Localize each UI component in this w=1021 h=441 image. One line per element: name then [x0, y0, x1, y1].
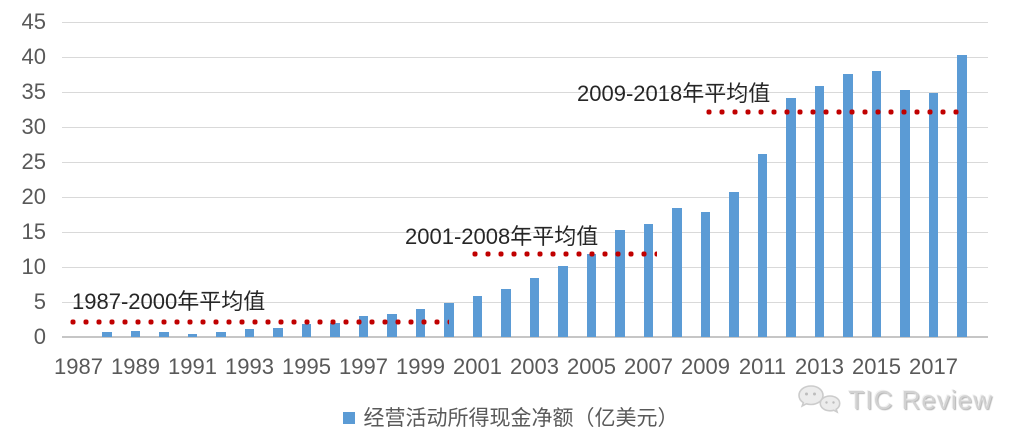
y-axis-tick-label: 15 [21, 219, 46, 244]
x-axis-tick-label-2015: 2015 [852, 354, 901, 379]
gridline-30 [62, 127, 988, 128]
bar-2008 [672, 208, 682, 337]
bar-2013 [814, 86, 825, 337]
gridline-5 [62, 302, 988, 303]
bar-2016 [900, 90, 910, 337]
y-axis-tick-label: 5 [33, 289, 46, 314]
legend-series-label: 经营活动所得现金净额（亿美元） [363, 407, 679, 430]
gridline-45 [62, 22, 988, 23]
bar-2002 [501, 289, 511, 337]
bar-1994 [273, 328, 283, 337]
gridline-40 [62, 57, 988, 58]
x-axis-tick-label-2017: 2017 [909, 354, 958, 379]
watermark-text: TIC Review [848, 384, 993, 415]
gridline-25 [62, 162, 988, 163]
bar-1995 [301, 324, 312, 337]
bar-1993 [244, 329, 255, 337]
legend-color-swatch [342, 412, 355, 424]
x-axis-tick-label-1999: 1999 [396, 354, 445, 379]
x-axis-tick-label-2011: 2011 [738, 354, 787, 379]
x-axis-tick-label-1989: 1989 [111, 354, 160, 379]
x-axis-tick-label-1997: 1997 [339, 354, 388, 379]
legend: 经营活动所得现金净额（亿美元） [0, 402, 1021, 432]
gridline-35 [62, 92, 988, 93]
annotation-1987-2000-average: 1987-2000年平均值 [72, 289, 266, 314]
average-dotted-line-1987-2000 [69, 318, 449, 325]
x-axis-tick-label-2013: 2013 [795, 354, 844, 379]
watermark: TIC Review [797, 384, 993, 416]
average-dotted-line-2009-2018 [705, 109, 962, 116]
gridline-20 [62, 197, 988, 198]
bar-2009 [700, 212, 711, 337]
y-axis-tick-label: 35 [21, 79, 46, 104]
bar-1997 [358, 316, 369, 337]
x-axis-tick-label-1987: 1987 [54, 354, 103, 379]
gridline-15 [62, 232, 988, 233]
x-axis-tick-label-1995: 1995 [282, 354, 331, 379]
bar-1989 [130, 331, 141, 337]
bar-2014 [843, 74, 853, 337]
x-axis-tick-label-2007: 2007 [624, 354, 673, 379]
bar-2010 [729, 192, 739, 337]
x-axis-tick-label-2001: 2001 [453, 354, 502, 379]
bar-1990 [159, 332, 169, 337]
bar-1998 [387, 314, 397, 337]
average-dotted-line-2001-2008 [471, 250, 658, 257]
y-axis-tick-label: 30 [21, 114, 46, 139]
y-axis-tick-label: 45 [21, 9, 46, 34]
x-axis-tick-label-1991: 1991 [168, 354, 217, 379]
bar-2015 [871, 71, 882, 337]
bar-2003 [529, 278, 540, 337]
bar-2004 [558, 266, 568, 337]
annotation-2009-2018-average: 2009-2018年平均值 [577, 81, 771, 106]
y-axis-tick-label: 25 [21, 149, 46, 174]
x-axis-tick-label-1993: 1993 [225, 354, 274, 379]
bar-1988 [102, 332, 112, 337]
y-axis-tick-label: 0 [33, 324, 46, 349]
y-axis-tick-label: 40 [21, 44, 46, 69]
bar-1996 [330, 323, 340, 337]
bar-2017 [928, 93, 939, 337]
x-axis-tick-label-2003: 2003 [510, 354, 559, 379]
bar-2011 [757, 154, 768, 337]
bar-2018 [957, 55, 967, 337]
bar-2005 [586, 254, 597, 337]
annotation-2001-2008-average: 2001-2008年平均值 [405, 224, 599, 249]
bar-1992 [216, 332, 226, 337]
bar-2001 [472, 296, 483, 337]
x-axis-tick-label-2005: 2005 [567, 354, 616, 379]
x-axis-tick-label-2009: 2009 [681, 354, 730, 379]
y-axis-tick-label: 20 [21, 184, 46, 209]
bar-1991 [187, 334, 198, 337]
wechat-bubbles-icon [797, 384, 841, 416]
bar-2012 [786, 98, 796, 337]
y-axis-tick-label: 10 [21, 254, 46, 279]
bar-2000 [444, 303, 454, 337]
bar-2006 [615, 230, 625, 337]
gridline-10 [62, 267, 988, 268]
x-axis-line [62, 336, 988, 338]
bar-2007 [643, 224, 654, 337]
